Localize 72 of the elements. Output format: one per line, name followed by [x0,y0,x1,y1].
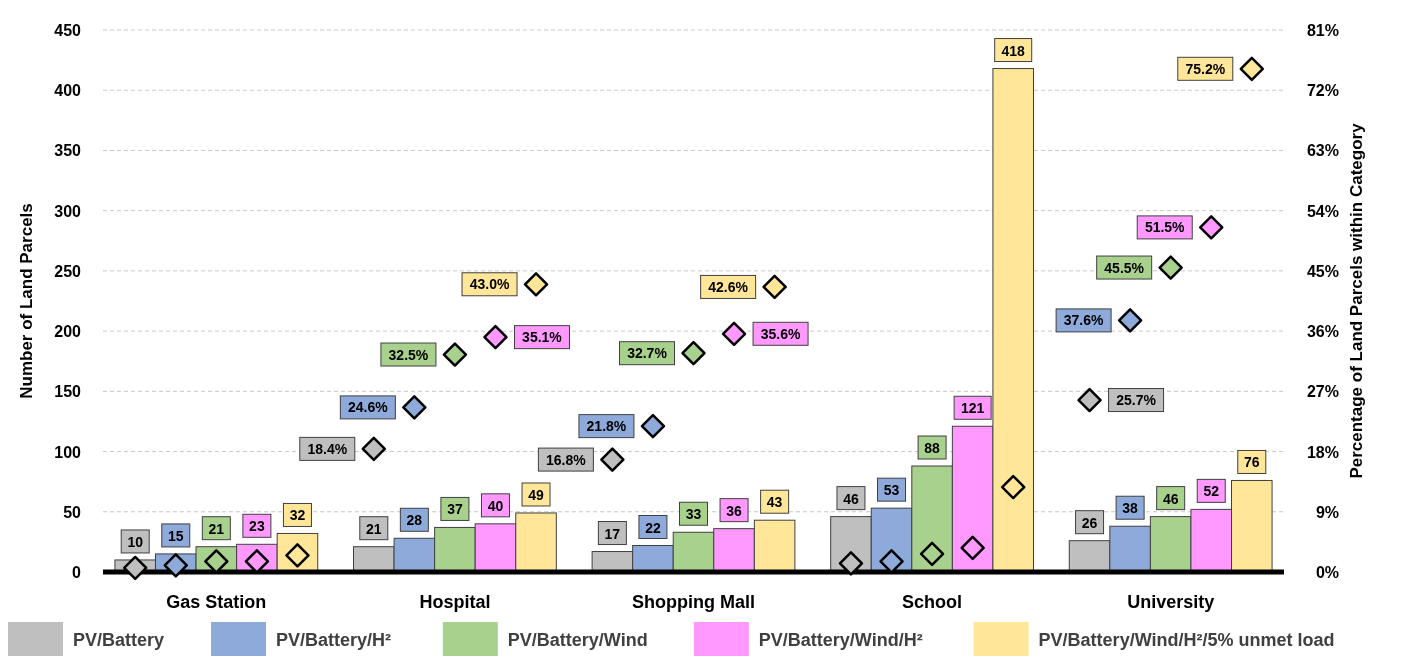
data-label: 38 [1122,500,1139,517]
y2-tick-label: 0% [1315,564,1339,581]
x-tick-label: Hospital [419,592,491,612]
data-label: 36 [726,502,743,519]
data-label: 21.8% [586,418,627,435]
data-label: 24.6% [348,399,389,416]
data-label: 32.5% [388,346,429,363]
y2-tick-label: 72% [1306,82,1339,100]
x-tick-label: Shopping Mall [632,592,755,612]
data-label: 418 [1001,42,1026,59]
data-label: 51.5% [1144,219,1186,236]
data-label: 40 [487,497,504,514]
y-tick-label: 0 [72,564,82,581]
y2-tick-label: 27% [1306,383,1339,401]
data-label: 21 [366,520,382,537]
x-tick-label: Gas Station [166,592,267,612]
data-label: 35.6% [760,325,801,342]
y2-tick-label: 45% [1306,262,1339,280]
data-label: 43 [766,494,783,511]
data-label: 76 [1244,454,1260,471]
legend-label: PV/Battery/Wind/H² [758,630,923,650]
y-tick-label: 200 [54,323,82,341]
data-label: 46 [843,490,859,507]
data-label: 32 [289,507,306,524]
data-label: 33 [685,506,702,523]
y2-tick-label: 54% [1306,202,1339,220]
data-label: 88 [924,440,941,457]
data-label: 42.6% [708,278,749,295]
data-label: 32.7% [627,345,668,362]
y-tick-label: 400 [54,82,82,100]
data-label: 21 [208,520,225,537]
legend-label: PV/Battery [73,630,165,650]
data-label: 26 [1081,514,1098,531]
data-label: 23 [249,518,265,535]
data-label: 35.1% [522,329,563,346]
data-label: 53 [883,482,900,499]
y2-tick-label: 63% [1306,142,1339,160]
y-tick-label: 250 [54,262,82,280]
y-tick-label: 150 [54,383,82,401]
data-label: 52 [1203,483,1220,500]
y-tick-label: 300 [54,202,82,220]
y-tick-label: 100 [54,443,82,461]
y2-tick-label: 18% [1306,443,1339,461]
y-tick-label: 350 [54,142,82,160]
data-label: 28 [406,512,423,529]
y2-tick-label: 36% [1306,323,1339,341]
x-tick-label: University [1127,592,1215,612]
data-label: 25.7% [1116,392,1157,409]
y-tick-label: 450 [54,22,82,39]
data-label: 10 [127,533,144,550]
data-label: 43.0% [469,276,510,293]
legend-label: PV/Battery/Wind [507,630,648,650]
data-label: 121 [960,400,985,417]
y2-axis-title: Percentage of Land Parcels within Category [1347,122,1366,479]
data-label: 16.8% [546,451,587,468]
x-tick-label: School [902,592,963,612]
data-label: 45.5% [1104,259,1145,276]
legend-label: PV/Battery/Wind/H²/5% unmet load [1038,630,1335,650]
y-tick-label: 50 [63,503,82,521]
data-label: 37.6% [1063,312,1105,329]
data-label: 22 [645,519,661,536]
y2-tick-label: 81% [1306,22,1339,39]
data-label: 46 [1162,490,1179,507]
y2-tick-label: 9% [1315,503,1339,521]
data-label: 15 [167,527,184,544]
data-label: 37 [447,501,463,518]
y-axis-title: Number of Land Parcels [17,203,36,399]
data-label: 75.2% [1185,60,1226,77]
data-label: 49 [528,486,545,503]
data-label: 17 [604,525,621,542]
data-label: 18.4% [307,440,348,457]
legend-label: PV/Battery/H² [276,630,392,650]
